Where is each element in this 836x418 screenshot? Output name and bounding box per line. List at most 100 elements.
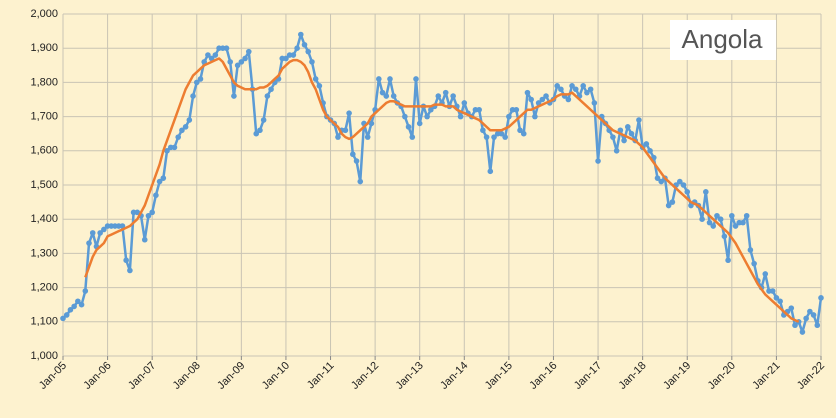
data-point xyxy=(743,212,750,219)
data-point xyxy=(706,219,713,226)
data-point xyxy=(591,100,598,106)
y-tick-label: 1,600 xyxy=(30,145,58,157)
x-tick-label: Jan-17 xyxy=(572,360,604,392)
x-tick-label: Jan-16 xyxy=(527,360,559,392)
data-point xyxy=(762,271,769,277)
data-point xyxy=(803,315,809,322)
data-point xyxy=(792,322,798,329)
data-point xyxy=(725,257,731,264)
data-point xyxy=(699,216,705,222)
data-point xyxy=(520,130,527,137)
data-point xyxy=(595,158,601,164)
data-point xyxy=(502,134,508,140)
y-tick-label: 1,900 xyxy=(30,42,58,54)
data-point xyxy=(60,315,66,322)
y-tick-label: 1,500 xyxy=(30,179,58,191)
data-point xyxy=(141,236,148,243)
data-point xyxy=(357,178,364,185)
data-point xyxy=(714,212,720,219)
data-point xyxy=(89,230,96,236)
data-point xyxy=(190,93,196,99)
data-point xyxy=(524,89,531,96)
x-tick-label: Jan-08 xyxy=(171,360,203,392)
data-point xyxy=(353,158,360,164)
data-point xyxy=(171,144,178,151)
data-point xyxy=(290,52,297,58)
data-point xyxy=(335,134,341,140)
data-point xyxy=(305,48,312,55)
series-line xyxy=(84,57,800,323)
x-tick-label: Jan-19 xyxy=(661,360,693,392)
data-point xyxy=(86,240,92,246)
data-point xyxy=(253,130,260,137)
data-point xyxy=(613,148,620,154)
data-point xyxy=(383,93,390,99)
data-point xyxy=(807,308,813,315)
data-point xyxy=(729,212,735,219)
data-point xyxy=(643,141,650,147)
y-tick-label: 1,100 xyxy=(30,316,58,328)
data-point xyxy=(309,59,315,65)
data-point xyxy=(580,83,586,89)
y-tick-label: 1,800 xyxy=(30,76,58,88)
x-tick-label: Jan-11 xyxy=(305,360,337,392)
data-point xyxy=(665,202,672,209)
data-point xyxy=(342,127,349,134)
data-point xyxy=(628,130,635,137)
data-point xyxy=(182,124,189,130)
data-point xyxy=(75,298,81,305)
data-point xyxy=(402,113,408,120)
data-point xyxy=(234,62,241,69)
data-point xyxy=(636,117,642,123)
data-point xyxy=(283,55,289,62)
y-tick-label: 1,200 xyxy=(30,282,58,294)
data-point xyxy=(424,113,430,120)
data-point xyxy=(487,168,494,175)
data-point xyxy=(457,113,464,120)
data-point xyxy=(751,260,757,267)
x-tick-label: Jan-15 xyxy=(483,360,515,392)
data-point xyxy=(294,45,300,51)
data-point xyxy=(584,89,590,96)
title-box xyxy=(670,20,776,60)
data-point xyxy=(231,93,237,99)
data-point xyxy=(186,117,193,123)
data-point xyxy=(677,178,683,185)
data-point xyxy=(528,96,534,103)
data-point xyxy=(450,93,456,99)
data-point xyxy=(788,305,795,311)
data-point xyxy=(223,45,230,51)
data-point xyxy=(368,120,375,127)
data-point xyxy=(268,86,274,93)
data-point xyxy=(572,86,579,93)
data-point xyxy=(160,175,167,181)
data-point xyxy=(212,52,219,58)
data-point xyxy=(227,59,234,65)
data-point xyxy=(710,223,717,229)
x-tick-label: Jan-09 xyxy=(215,360,247,392)
x-tick-label: Jan-05 xyxy=(37,360,69,392)
data-point xyxy=(379,89,386,96)
data-point xyxy=(260,117,267,123)
data-point xyxy=(554,83,560,89)
data-point xyxy=(78,301,85,308)
x-tick-label: Jan-06 xyxy=(81,360,113,392)
y-tick-label: 1,300 xyxy=(30,247,58,259)
data-point xyxy=(773,295,780,301)
data-point xyxy=(387,76,393,82)
data-point xyxy=(517,127,523,134)
data-point xyxy=(312,76,319,82)
data-point xyxy=(680,182,687,188)
data-point xyxy=(156,178,163,185)
chart-title: Angola xyxy=(682,24,763,54)
data-point xyxy=(732,223,739,229)
data-point xyxy=(201,59,207,65)
data-point xyxy=(413,76,419,82)
data-point xyxy=(97,230,103,236)
x-tick-label: Jan-14 xyxy=(438,360,470,392)
data-point xyxy=(814,322,821,329)
data-point xyxy=(558,86,564,93)
data-point xyxy=(621,137,627,144)
data-point xyxy=(416,120,423,127)
